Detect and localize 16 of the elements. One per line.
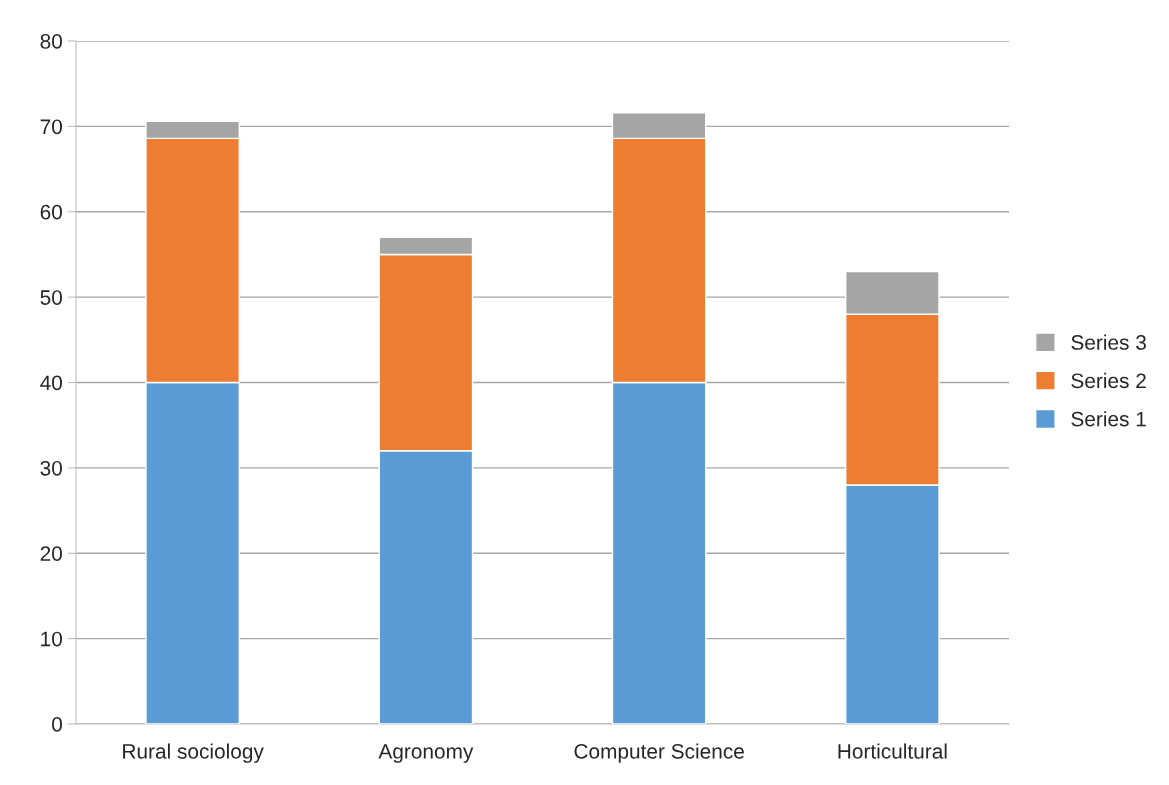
y-tick-label: 10 [41, 631, 62, 647]
x-tick-label: Rural sociology [123, 743, 264, 763]
y-tick-label: 0 [52, 717, 62, 732]
x-tick-label: Horticultural [838, 743, 947, 759]
x-tick-label: Computer Science [574, 743, 744, 763]
legend-label: Series 3 [1071, 334, 1146, 350]
y-tick-label: 80 [40, 34, 62, 49]
y-tick-label: 20 [40, 546, 62, 561]
legend-label: Series 1 [1071, 411, 1146, 427]
y-tick-label: 70 [40, 119, 62, 135]
y-tick-label: 50 [40, 290, 62, 305]
y-tick-label: 40 [40, 375, 62, 391]
legend-label: Series 2 [1071, 372, 1146, 389]
y-tick-label: 30 [40, 460, 62, 476]
x-tick-label: Agronomy [378, 744, 474, 763]
y-tick-label: 60 [40, 204, 62, 220]
